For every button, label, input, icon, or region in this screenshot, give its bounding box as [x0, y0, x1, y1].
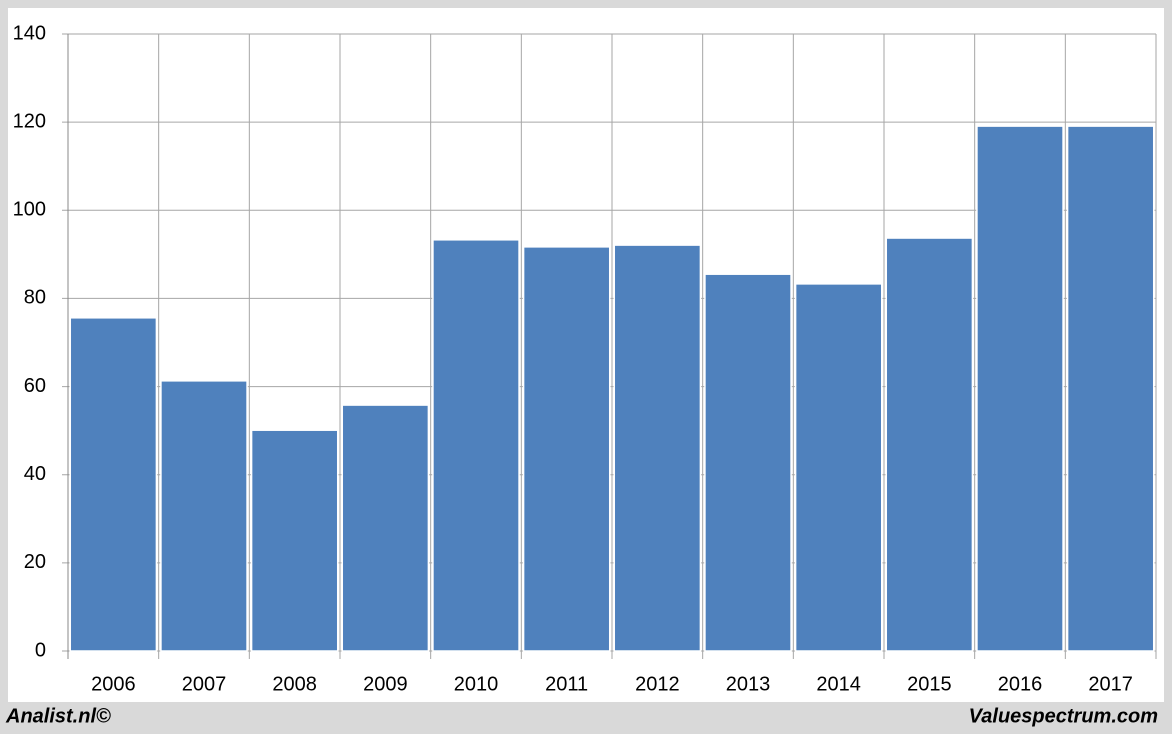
- bar: [160, 380, 248, 652]
- bar: [432, 239, 520, 652]
- y-tick-label: 40: [24, 463, 46, 485]
- bar: [885, 237, 974, 652]
- bar: [976, 125, 1064, 652]
- y-tick-label: 20: [24, 551, 46, 573]
- footer-left: Analist.nl©: [5, 705, 111, 727]
- x-tick-label: 2017: [1088, 673, 1133, 695]
- bar: [250, 429, 339, 652]
- x-tick-label: 2012: [635, 673, 680, 695]
- bar: [69, 317, 158, 652]
- bar: [522, 246, 611, 652]
- bar: [1066, 125, 1155, 652]
- x-tick-label: 2014: [816, 673, 861, 695]
- y-tick-label: 60: [24, 375, 46, 397]
- footer-right: Valuespectrum.com: [969, 705, 1158, 727]
- x-tick-label: 2015: [907, 673, 952, 695]
- y-tick-label: 100: [13, 199, 46, 221]
- y-tick-label: 80: [24, 287, 46, 309]
- bar: [341, 404, 430, 652]
- x-tick-label: 2010: [454, 673, 499, 695]
- x-tick-label: 2009: [363, 673, 408, 695]
- bar: [704, 273, 792, 652]
- y-tick-label: 0: [35, 639, 46, 661]
- x-tick-label: 2011: [545, 673, 588, 695]
- x-tick-label: 2006: [91, 673, 136, 695]
- y-tick-label: 140: [13, 22, 46, 44]
- x-tick-label: 2013: [726, 673, 771, 695]
- x-tick-label: 2007: [182, 673, 227, 695]
- x-tick-label: 2016: [998, 673, 1043, 695]
- bar: [613, 244, 702, 652]
- x-tick-label: 2008: [272, 673, 317, 695]
- bar: [794, 283, 883, 652]
- y-tick-label: 120: [13, 110, 46, 132]
